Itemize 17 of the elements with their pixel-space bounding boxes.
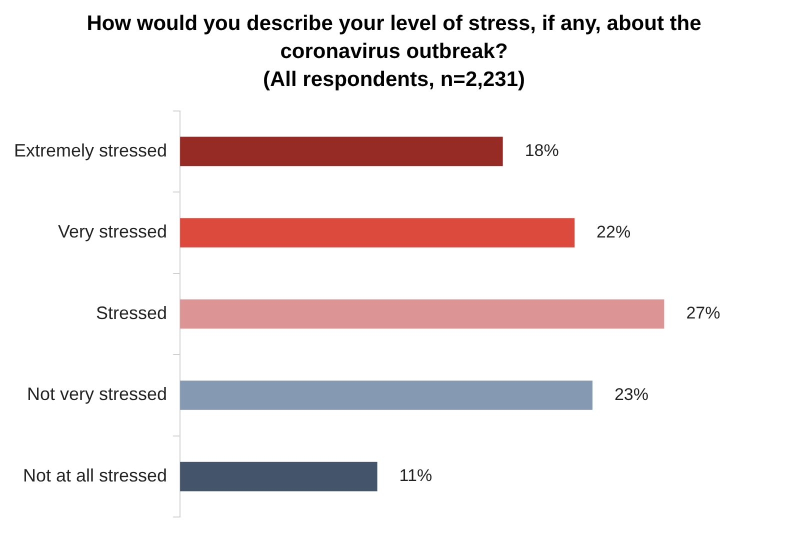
y-tick-label: Extremely stressed bbox=[14, 140, 168, 160]
bar bbox=[180, 218, 575, 248]
data-label: 18% bbox=[524, 141, 559, 160]
chart-subtitle: (All respondents, n=2,231) bbox=[262, 67, 526, 93]
chart-title: How would you describe your level of stress, if any, about the coronavirus outbreak? bbox=[86, 11, 702, 65]
bar bbox=[180, 136, 503, 166]
data-label: 23% bbox=[614, 384, 649, 404]
y-tick-label: Not at all stressed bbox=[22, 466, 168, 486]
data-label: 27% bbox=[686, 304, 720, 323]
bar bbox=[180, 462, 378, 492]
bar bbox=[180, 380, 592, 410]
data-label: 11% bbox=[399, 466, 432, 486]
data-label: 22% bbox=[596, 222, 631, 242]
y-tick-label: Not very stressed bbox=[26, 384, 168, 404]
bar bbox=[180, 299, 664, 329]
y-tick-label: Stressed bbox=[96, 302, 168, 323]
y-tick-label: Very stressed bbox=[58, 222, 168, 242]
